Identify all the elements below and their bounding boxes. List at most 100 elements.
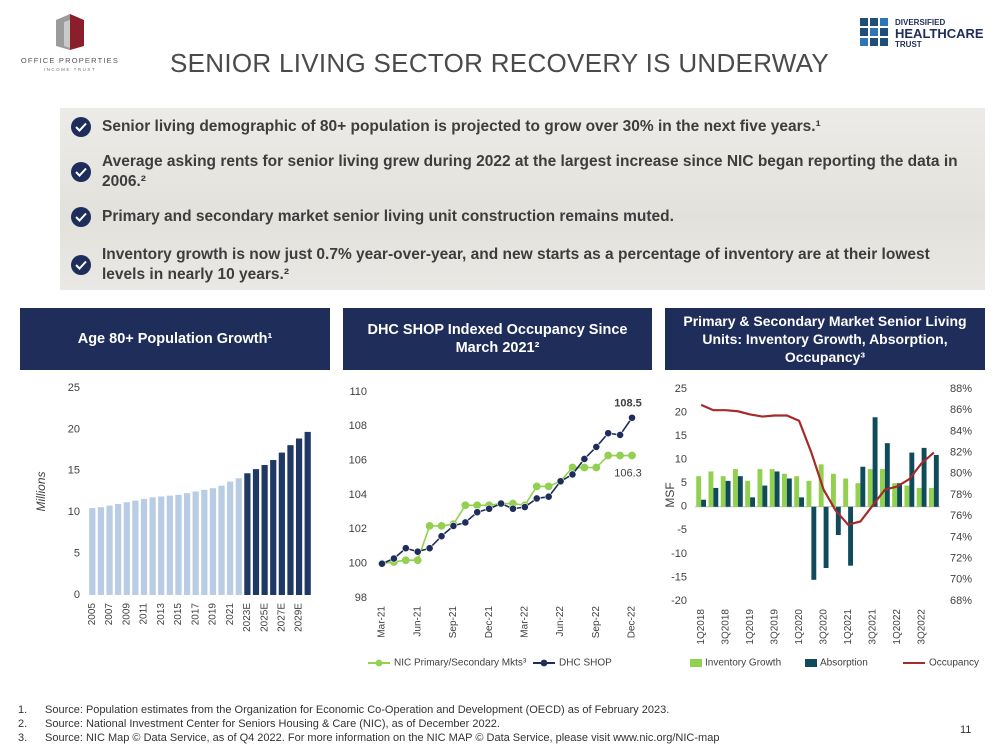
x-tick-label: 3Q2022 bbox=[916, 609, 927, 645]
legend-swatch bbox=[540, 659, 548, 667]
bar bbox=[799, 497, 805, 507]
y-tick-label: 25 bbox=[675, 383, 687, 395]
x-tick-label: Sep-21 bbox=[448, 606, 459, 639]
bar bbox=[132, 500, 139, 595]
logo-mark bbox=[56, 14, 84, 50]
x-tick-label: 2013 bbox=[156, 603, 167, 626]
point bbox=[485, 504, 494, 513]
x-tick-label: Mar-21 bbox=[377, 606, 388, 638]
point bbox=[473, 501, 482, 510]
bar bbox=[737, 476, 743, 507]
point bbox=[604, 429, 613, 438]
bar bbox=[713, 487, 719, 507]
check-icon bbox=[71, 162, 91, 182]
logo-right-line: HEALTHCARE bbox=[895, 26, 984, 41]
point bbox=[401, 556, 410, 565]
point bbox=[628, 413, 636, 422]
footnote: 1. Source: Population estimates from the … bbox=[18, 704, 669, 716]
bullet-text: Average asking rents for senior living g… bbox=[102, 153, 958, 190]
x-tick-label: 2029E bbox=[294, 603, 305, 632]
point bbox=[592, 463, 601, 472]
bar bbox=[192, 491, 199, 595]
point bbox=[425, 544, 434, 553]
point bbox=[532, 494, 541, 503]
x-tick-label: 2023E bbox=[242, 603, 253, 632]
point bbox=[413, 556, 422, 565]
y-tick-label: 10 bbox=[68, 506, 80, 518]
logo-left-line: INCOME TRUST bbox=[43, 67, 97, 72]
point bbox=[568, 470, 577, 479]
series-line bbox=[381, 417, 633, 565]
x-tick-label: 1Q2018 bbox=[696, 609, 707, 645]
bar bbox=[725, 480, 731, 507]
point bbox=[401, 544, 410, 553]
logo-right-mark bbox=[860, 18, 888, 46]
bar bbox=[244, 473, 251, 595]
legend-label: DHC SHOP bbox=[559, 658, 612, 669]
footnote: 2. Source: National Investment Center for… bbox=[18, 718, 500, 730]
x-tick-label: 2007 bbox=[104, 603, 115, 626]
x-tick-label: Mar-22 bbox=[519, 606, 530, 638]
y-axis-label: MSF bbox=[665, 482, 677, 507]
point bbox=[580, 455, 589, 463]
bar bbox=[696, 476, 702, 507]
bar bbox=[879, 469, 885, 507]
bar bbox=[762, 485, 768, 507]
bar bbox=[872, 417, 878, 507]
bar bbox=[175, 494, 182, 595]
point bbox=[473, 508, 482, 517]
x-tick-label: 1Q2019 bbox=[745, 609, 756, 645]
bullet: Average asking rents for senior living g… bbox=[60, 151, 985, 193]
x-tick-label: 2025E bbox=[259, 603, 270, 632]
logo-right-line: TRUST bbox=[895, 40, 922, 49]
bullet: Senior living demographic of 80+ populat… bbox=[60, 116, 985, 138]
y2-tick-label: 72% bbox=[950, 553, 972, 565]
bullet-text: Inventory growth is now just 0.7% year-o… bbox=[102, 246, 930, 283]
point bbox=[616, 431, 624, 439]
bar bbox=[183, 493, 191, 595]
point bbox=[544, 492, 553, 501]
footnote-number: 2. bbox=[18, 718, 28, 730]
point bbox=[413, 547, 422, 556]
y-tick-label: 15 bbox=[675, 430, 687, 442]
x-tick-label: Dec-21 bbox=[484, 606, 495, 639]
bar bbox=[295, 438, 303, 595]
bar bbox=[750, 497, 756, 507]
y2-tick-label: 70% bbox=[950, 574, 972, 586]
bar bbox=[823, 506, 829, 569]
x-tick-label: 2011 bbox=[139, 603, 150, 625]
bar bbox=[928, 487, 934, 507]
y2-tick-label: 76% bbox=[950, 510, 972, 522]
bar bbox=[843, 478, 849, 507]
bar bbox=[708, 471, 714, 507]
bar bbox=[757, 469, 763, 507]
bar bbox=[794, 476, 800, 507]
bar bbox=[201, 489, 208, 595]
bar bbox=[860, 466, 866, 507]
y2-tick-label: 82% bbox=[950, 447, 972, 459]
x-tick-label: 1Q2022 bbox=[892, 609, 903, 645]
y-tick-label: 10 bbox=[675, 454, 687, 466]
y-tick-label: 25 bbox=[68, 382, 80, 394]
bar bbox=[904, 485, 910, 507]
slide-title: SENIOR LIVING SECTOR RECOVERY IS UNDERWA… bbox=[169, 48, 830, 78]
x-tick-label: 2021 bbox=[225, 603, 236, 626]
legend-swatch bbox=[690, 659, 702, 667]
point bbox=[378, 559, 386, 568]
bar bbox=[830, 473, 836, 507]
point bbox=[592, 443, 601, 451]
bar bbox=[806, 480, 812, 507]
bullet-text: Primary and secondary market senior livi… bbox=[102, 208, 674, 225]
x-tick-label: 3Q2018 bbox=[720, 609, 731, 645]
chart-title: DHC SHOP Indexed Occupancy Since March 2… bbox=[343, 308, 652, 370]
bar bbox=[158, 496, 165, 595]
chart-title: Primary & Secondary Market Senior Living… bbox=[665, 308, 985, 370]
bullet: Inventory growth is now just 0.7% year-o… bbox=[60, 244, 985, 286]
bar bbox=[701, 499, 707, 507]
check-icon bbox=[71, 117, 91, 137]
bar bbox=[140, 498, 148, 595]
legend-label: NIC Primary/Secondary Mkts³ bbox=[394, 658, 527, 669]
y-tick-label: 0 bbox=[681, 501, 687, 513]
point bbox=[556, 477, 565, 486]
x-tick-label: 2019 bbox=[208, 603, 219, 626]
